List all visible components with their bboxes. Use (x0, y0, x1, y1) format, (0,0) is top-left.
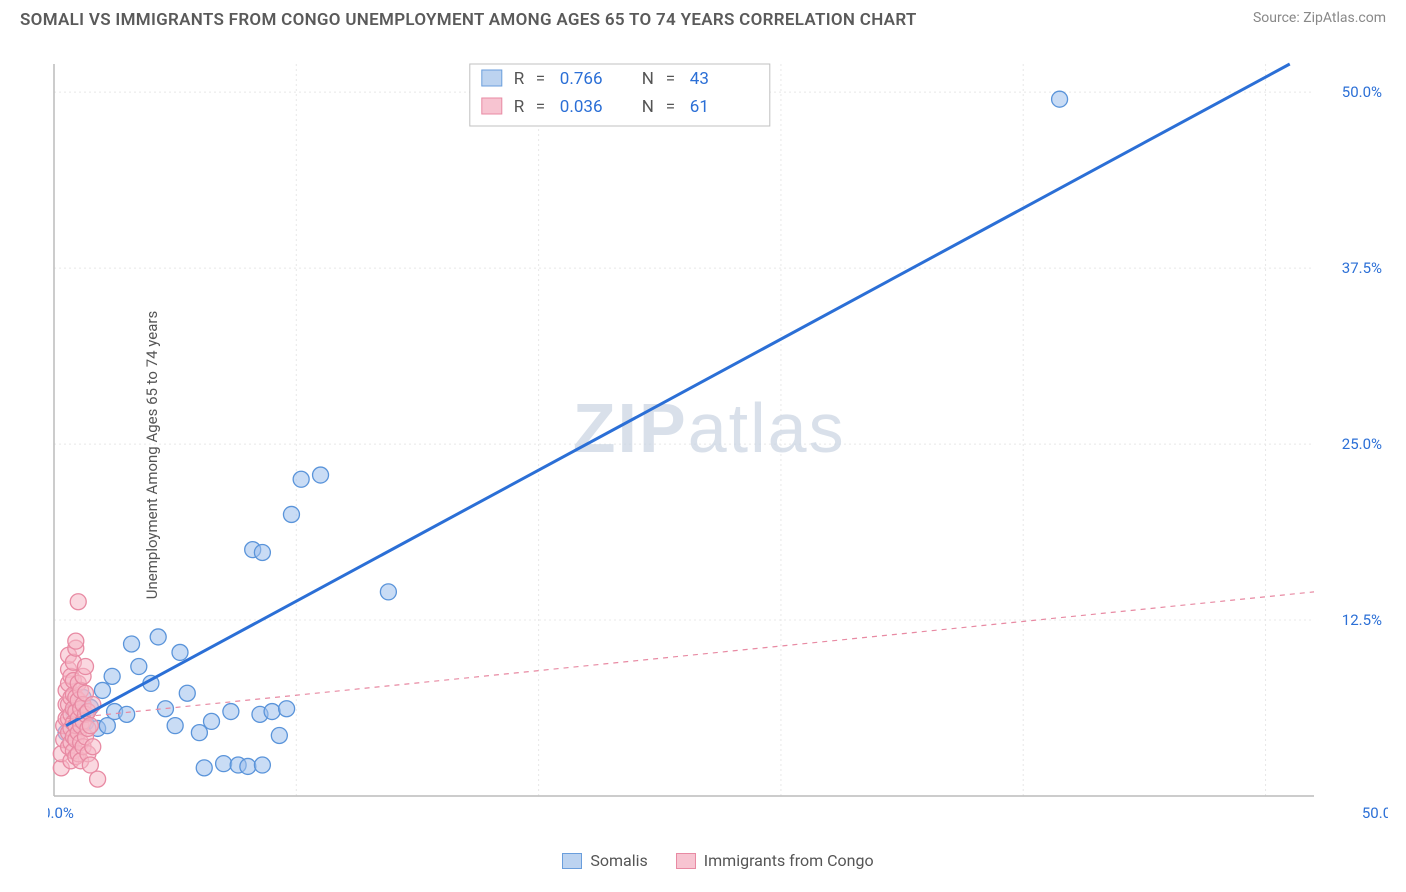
svg-text:=: = (536, 69, 545, 89)
bottom-legend: Somalis Immigrants from Congo (48, 847, 1388, 870)
svg-text:N: N (642, 69, 654, 89)
legend-item-somalis: Somalis (562, 851, 647, 870)
svg-text:0.0%: 0.0% (48, 804, 74, 822)
svg-text:12.5%: 12.5% (1342, 611, 1382, 629)
svg-text:R: R (514, 69, 525, 89)
svg-text:50.0%: 50.0% (1342, 83, 1382, 101)
svg-text:0.766: 0.766 (560, 69, 603, 89)
svg-text:=: = (666, 97, 675, 117)
svg-text:50.0%: 50.0% (1362, 804, 1388, 822)
svg-text:25.0%: 25.0% (1342, 435, 1382, 453)
legend-swatch-icon (676, 853, 696, 869)
scatter-chart: ZIPatlas12.5%25.0%37.5%50.0%0.0%50.0%R=0… (48, 60, 1388, 840)
legend-item-congo: Immigrants from Congo (676, 851, 874, 870)
source-label: Source: ZipAtlas.com (1253, 10, 1386, 26)
svg-text:=: = (536, 97, 545, 117)
plot-area: ZIPatlas12.5%25.0%37.5%50.0%0.0%50.0%R=0… (48, 60, 1388, 840)
legend-label: Immigrants from Congo (704, 851, 874, 870)
svg-text:37.5%: 37.5% (1342, 259, 1382, 277)
svg-text:61: 61 (690, 97, 709, 117)
chart-container: Unemployment Among Ages 65 to 74 years Z… (0, 40, 1406, 870)
svg-text:R: R (514, 97, 525, 117)
chart-title: SOMALI VS IMMIGRANTS FROM CONGO UNEMPLOY… (20, 10, 917, 30)
svg-text:0.036: 0.036 (560, 97, 603, 117)
legend-swatch-icon (562, 853, 582, 869)
svg-text:=: = (666, 69, 675, 89)
legend-label: Somalis (590, 851, 647, 870)
svg-text:43: 43 (690, 69, 709, 89)
title-bar: SOMALI VS IMMIGRANTS FROM CONGO UNEMPLOY… (0, 0, 1406, 30)
svg-text:N: N (642, 97, 654, 117)
